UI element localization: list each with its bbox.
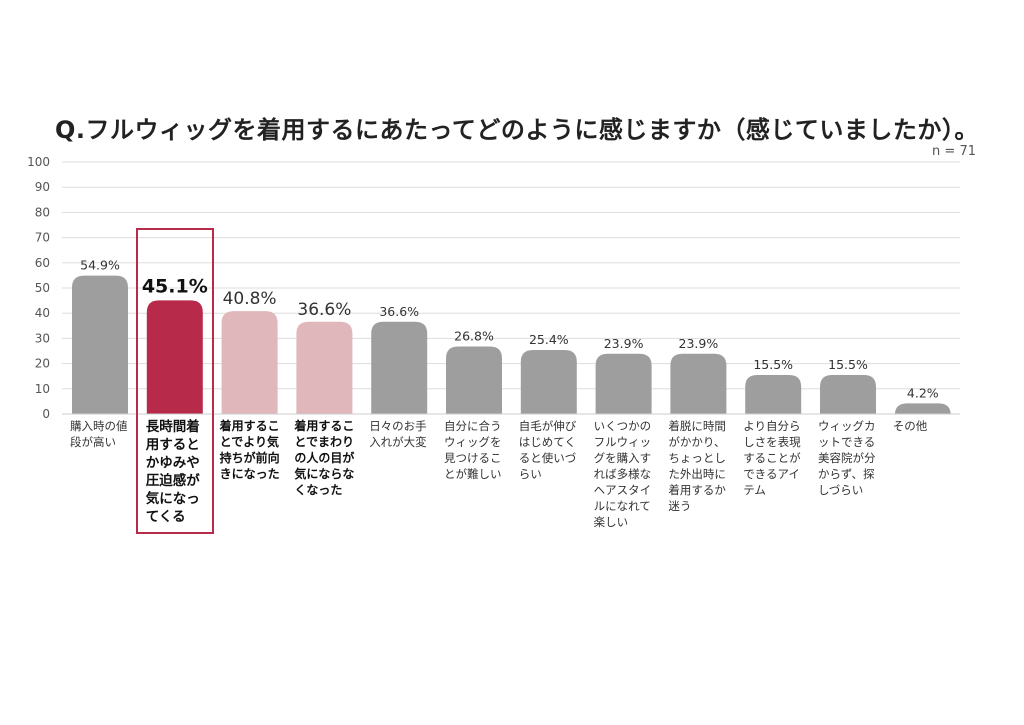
y-tick-label: 30 bbox=[35, 331, 50, 345]
y-tick-label: 80 bbox=[35, 205, 50, 219]
bar bbox=[296, 321, 353, 414]
x-tick-label: 長時間着用するとかゆみや圧迫感が気になってくる bbox=[145, 419, 200, 525]
y-tick-label: 40 bbox=[35, 306, 50, 320]
data-label: 4.2% bbox=[907, 385, 939, 400]
data-label: 23.9% bbox=[604, 336, 644, 351]
bar bbox=[221, 311, 278, 414]
data-label: 26.8% bbox=[454, 328, 494, 343]
chart-title: Q.フルウィッグを着用するにあたってどのように感じますか（感じていましたか）。 bbox=[55, 116, 979, 144]
data-label: 15.5% bbox=[753, 357, 793, 372]
bar bbox=[371, 321, 428, 414]
bar bbox=[820, 374, 876, 414]
bar bbox=[670, 353, 727, 414]
x-tick-label: いくつかのフルウィッグを購入すれば多様なヘアスタイルになれて楽しい bbox=[593, 419, 652, 529]
y-tick-label: 50 bbox=[35, 281, 50, 295]
x-tick-label: 購入時の値段が高い bbox=[70, 419, 128, 449]
highlight-box bbox=[136, 228, 214, 534]
bar bbox=[595, 353, 652, 414]
data-label: 40.8% bbox=[223, 289, 277, 309]
data-label: 36.6% bbox=[379, 304, 419, 319]
x-tick-label: その他 bbox=[892, 419, 928, 433]
bar bbox=[894, 403, 951, 416]
x-tick-label: 着用することでより気持ちが前向きになった bbox=[219, 419, 280, 481]
data-label: 15.5% bbox=[828, 357, 868, 372]
y-tick-label: 60 bbox=[35, 256, 50, 270]
bar bbox=[446, 346, 502, 414]
y-tick-label: 70 bbox=[35, 231, 50, 245]
y-tick-label: 20 bbox=[35, 357, 50, 371]
data-label: 23.9% bbox=[679, 336, 719, 351]
x-tick-label: 日々のお手入れが大変 bbox=[369, 419, 427, 449]
y-tick-label: 0 bbox=[42, 407, 50, 421]
bar bbox=[520, 349, 577, 414]
x-tick-label: 自分に合うウィッグを見つけることが難しい bbox=[444, 419, 502, 481]
y-tick-label: 100 bbox=[27, 155, 50, 169]
x-tick-label: 自毛が伸びはじめてくると使いづらい bbox=[518, 419, 577, 481]
bar bbox=[72, 275, 128, 414]
x-tick-label: 着脱に時間がかかり、ちょっとした外出時に着用するか迷う bbox=[668, 419, 726, 513]
x-tick-label: より自分らしさを表現することができるアイテム bbox=[743, 419, 801, 497]
y-tick-label: 90 bbox=[35, 180, 50, 194]
data-label: 25.4% bbox=[529, 332, 569, 347]
bar bbox=[146, 300, 203, 414]
data-label: 54.9% bbox=[80, 258, 120, 273]
y-tick-label: 10 bbox=[35, 382, 50, 396]
x-tick-label: ウィッグカットできる美容院が分からず、探しづらい bbox=[818, 419, 876, 497]
sample-size-label: n = 71 bbox=[932, 144, 976, 159]
data-label: 45.1% bbox=[142, 275, 208, 297]
data-label: 36.6% bbox=[297, 300, 351, 320]
x-tick-label: 着用することでまわりの人の目が気にならなくなった bbox=[294, 419, 355, 497]
bar bbox=[745, 374, 802, 414]
